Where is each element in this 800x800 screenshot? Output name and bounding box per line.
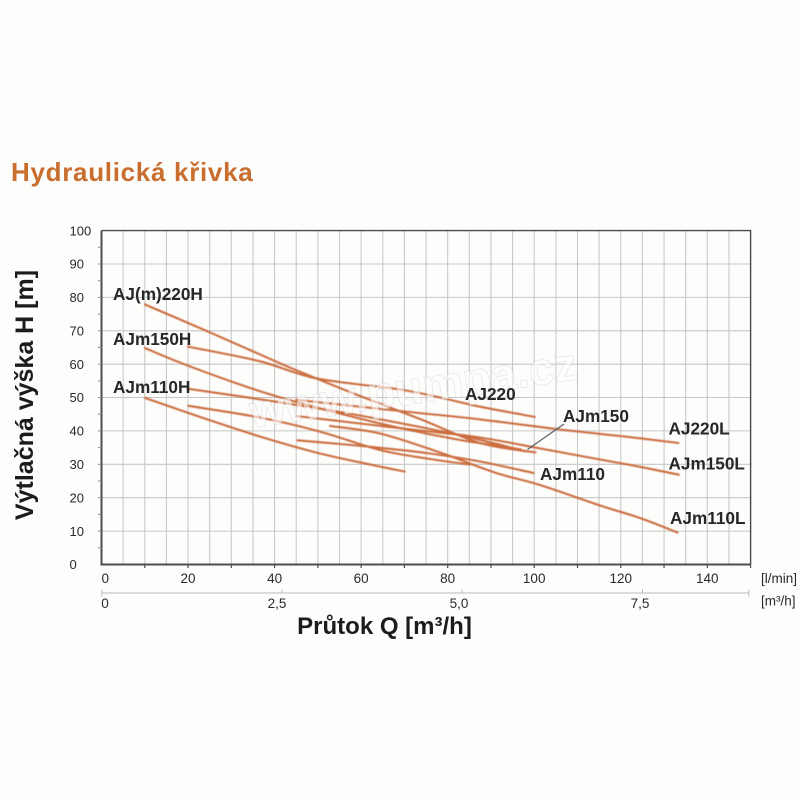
svg-text:0: 0 xyxy=(70,557,77,572)
svg-text:AJ220L: AJ220L xyxy=(669,419,730,439)
svg-text:40: 40 xyxy=(267,571,282,586)
svg-text:120: 120 xyxy=(610,571,633,586)
svg-text:100: 100 xyxy=(523,571,546,586)
svg-text:Hydraulická křivka: Hydraulická křivka xyxy=(11,157,253,187)
svg-text:0: 0 xyxy=(102,571,110,586)
svg-text:Výtlačná výška H [m]: Výtlačná výška H [m] xyxy=(11,270,39,520)
svg-text:AJm110: AJm110 xyxy=(540,464,605,484)
svg-text:AJm150: AJm150 xyxy=(563,406,629,426)
svg-text:[l/min]: [l/min] xyxy=(761,571,797,586)
svg-text:90: 90 xyxy=(70,257,84,272)
svg-text:50: 50 xyxy=(70,390,84,405)
svg-text:80: 80 xyxy=(440,571,455,586)
svg-text:40: 40 xyxy=(70,424,84,439)
svg-text:70: 70 xyxy=(70,324,84,339)
svg-text:[m³/h]: [m³/h] xyxy=(761,594,796,609)
svg-text:Průtok Q [m³/h]: Průtok Q [m³/h] xyxy=(297,613,472,640)
svg-text:140: 140 xyxy=(696,571,719,586)
svg-text:AJm150L: AJm150L xyxy=(669,454,745,474)
svg-text:20: 20 xyxy=(180,571,195,586)
svg-text:5,0: 5,0 xyxy=(450,596,469,611)
svg-text:2,5: 2,5 xyxy=(268,596,287,611)
svg-text:AJm110H: AJm110H xyxy=(113,377,190,397)
svg-text:AJm150H: AJm150H xyxy=(113,329,191,349)
svg-text:30: 30 xyxy=(70,457,84,472)
svg-text:7,5: 7,5 xyxy=(631,596,650,611)
svg-text:20: 20 xyxy=(70,490,84,505)
svg-text:0: 0 xyxy=(101,596,109,611)
svg-text:60: 60 xyxy=(354,571,369,586)
svg-text:10: 10 xyxy=(70,524,84,539)
svg-text:AJ(m)220H: AJ(m)220H xyxy=(113,284,203,304)
svg-text:AJm110L: AJm110L xyxy=(670,508,745,528)
svg-text:AJ220: AJ220 xyxy=(465,384,516,404)
svg-text:100: 100 xyxy=(70,223,92,238)
svg-text:60: 60 xyxy=(70,357,84,372)
svg-text:80: 80 xyxy=(70,290,84,305)
